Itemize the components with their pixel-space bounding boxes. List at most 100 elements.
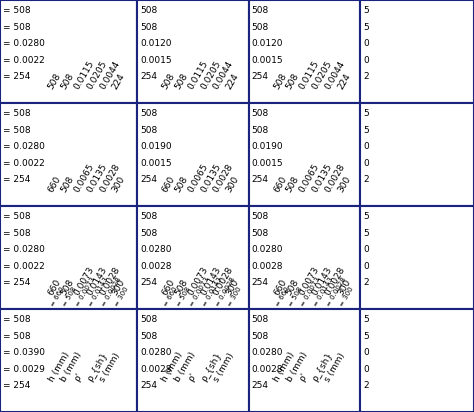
Text: 5: 5: [363, 109, 369, 118]
Text: 0.0143: 0.0143: [199, 265, 222, 297]
Text: 0.0015: 0.0015: [140, 159, 172, 168]
Text: 0.0028: 0.0028: [252, 262, 283, 271]
Text: = 0.0073: = 0.0073: [75, 276, 97, 307]
Text: = 508: = 508: [3, 23, 30, 32]
Text: 0.0028: 0.0028: [140, 365, 172, 374]
Text: = 0.0022: = 0.0022: [3, 56, 45, 65]
Text: = 0.0280: = 0.0280: [3, 245, 45, 254]
Text: = 0.0028: = 0.0028: [214, 276, 236, 307]
Bar: [249, 309, 360, 412]
Text: 660: 660: [272, 174, 288, 194]
Bar: [249, 103, 360, 206]
Text: 0.0044: 0.0044: [212, 59, 235, 91]
Text: 300: 300: [336, 277, 352, 297]
Text: = 0.0073: = 0.0073: [300, 276, 322, 307]
Text: 0.0073: 0.0073: [73, 265, 96, 297]
Bar: [0, 309, 137, 412]
Text: 224: 224: [336, 72, 352, 91]
Text: 508: 508: [252, 332, 269, 341]
Bar: [137, 206, 249, 309]
Text: 0.0073: 0.0073: [186, 265, 210, 297]
Text: 0.0028: 0.0028: [98, 265, 121, 297]
Text: = 508: = 508: [3, 229, 30, 238]
Text: = 300: = 300: [113, 286, 129, 307]
Text: = 0.0143: = 0.0143: [88, 276, 109, 307]
Text: = 508: = 508: [3, 126, 30, 135]
Text: 660: 660: [272, 277, 288, 297]
Text: 2: 2: [363, 381, 369, 390]
Text: = 300: = 300: [227, 286, 243, 307]
Text: 0.0115: 0.0115: [298, 59, 321, 91]
Text: 0.0120: 0.0120: [140, 39, 172, 48]
Text: 508: 508: [47, 71, 63, 91]
Text: 508: 508: [140, 212, 157, 221]
Text: s (mm): s (mm): [212, 351, 236, 383]
Text: 0: 0: [363, 159, 369, 168]
Bar: [137, 0, 249, 103]
Bar: [0, 103, 137, 206]
Text: 508: 508: [252, 23, 269, 32]
Text: 0.0190: 0.0190: [252, 142, 283, 151]
Text: = 660: = 660: [49, 286, 65, 307]
Text: ρ_{sh}: ρ_{sh}: [310, 351, 334, 383]
Text: 254: 254: [252, 175, 269, 184]
Text: 5: 5: [363, 6, 369, 15]
Text: 0.0028: 0.0028: [323, 162, 346, 194]
Text: 0.0028: 0.0028: [140, 262, 172, 271]
Text: 0.0135: 0.0135: [199, 162, 222, 194]
Text: = 0.0280: = 0.0280: [3, 142, 45, 151]
Text: 0.0143: 0.0143: [85, 265, 109, 297]
Text: 2: 2: [363, 278, 369, 287]
Text: s (mm): s (mm): [98, 351, 122, 383]
Bar: [360, 103, 474, 206]
Bar: [137, 103, 249, 206]
Bar: [137, 309, 249, 412]
Text: ρ_{sh}: ρ_{sh}: [199, 351, 223, 383]
Text: 300: 300: [111, 277, 127, 297]
Bar: [360, 309, 474, 412]
Text: 224: 224: [225, 72, 241, 91]
Text: 0: 0: [363, 142, 369, 151]
Text: 0.0205: 0.0205: [85, 59, 109, 91]
Text: 508: 508: [140, 315, 157, 324]
Bar: [360, 206, 474, 309]
Text: = 508: = 508: [3, 109, 30, 118]
Text: 5: 5: [363, 229, 369, 238]
Text: 0.0065: 0.0065: [186, 162, 210, 194]
Text: s (mm): s (mm): [323, 351, 347, 383]
Text: 0.0028: 0.0028: [323, 265, 346, 297]
Text: 660: 660: [161, 277, 177, 297]
Text: 508: 508: [140, 23, 157, 32]
Text: 508: 508: [285, 277, 301, 297]
Text: = 0.0280: = 0.0280: [3, 39, 45, 48]
Text: 0.0044: 0.0044: [98, 59, 121, 91]
Text: b (mm): b (mm): [60, 350, 84, 383]
Text: = 508: = 508: [287, 286, 303, 307]
Text: = 0.0022: = 0.0022: [3, 159, 45, 168]
Text: h (mm): h (mm): [161, 350, 185, 383]
Text: 0.0065: 0.0065: [73, 162, 96, 194]
Text: = 508: = 508: [3, 332, 30, 341]
Text: 0: 0: [363, 348, 369, 357]
Text: 508: 508: [173, 174, 190, 194]
Text: 508: 508: [140, 126, 157, 135]
Text: 0.0015: 0.0015: [140, 56, 172, 65]
Text: 254: 254: [140, 175, 157, 184]
Text: 508: 508: [60, 71, 76, 91]
Text: 0.0143: 0.0143: [310, 265, 334, 297]
Text: 508: 508: [140, 332, 157, 341]
Text: 5: 5: [363, 332, 369, 341]
Text: 508: 508: [252, 109, 269, 118]
Text: 254: 254: [140, 278, 157, 287]
Text: = 0.0029: = 0.0029: [3, 365, 45, 374]
Text: 508: 508: [252, 315, 269, 324]
Text: 508: 508: [173, 71, 190, 91]
Text: = 254: = 254: [3, 175, 30, 184]
Text: h (mm): h (mm): [272, 350, 296, 383]
Text: 5: 5: [363, 23, 369, 32]
Text: 254: 254: [140, 72, 157, 81]
Text: = 508: = 508: [3, 6, 30, 15]
Text: ρ': ρ': [298, 372, 310, 383]
Text: 254: 254: [252, 278, 269, 287]
Text: 0.0028: 0.0028: [212, 162, 235, 194]
